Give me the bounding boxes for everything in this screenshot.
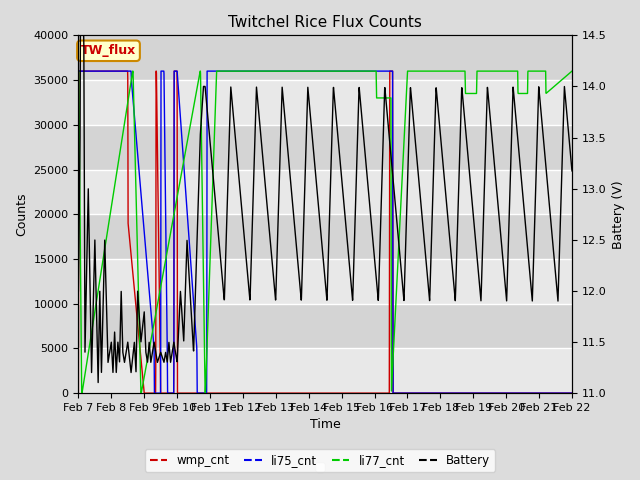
Title: Twitchel Rice Flux Counts: Twitchel Rice Flux Counts [228, 15, 422, 30]
Bar [79, 214, 572, 259]
Y-axis label: Counts: Counts [15, 192, 28, 236]
Bar [79, 125, 572, 169]
Y-axis label: Battery (V): Battery (V) [612, 180, 625, 249]
Legend: wmp_cnt, li75_cnt, li77_cnt, Battery: wmp_cnt, li75_cnt, li77_cnt, Battery [145, 449, 495, 472]
Bar [79, 36, 572, 80]
Legend:  [316, 462, 324, 472]
Bar [79, 304, 572, 348]
Text: TW_flux: TW_flux [81, 44, 136, 57]
X-axis label: Time: Time [310, 419, 340, 432]
